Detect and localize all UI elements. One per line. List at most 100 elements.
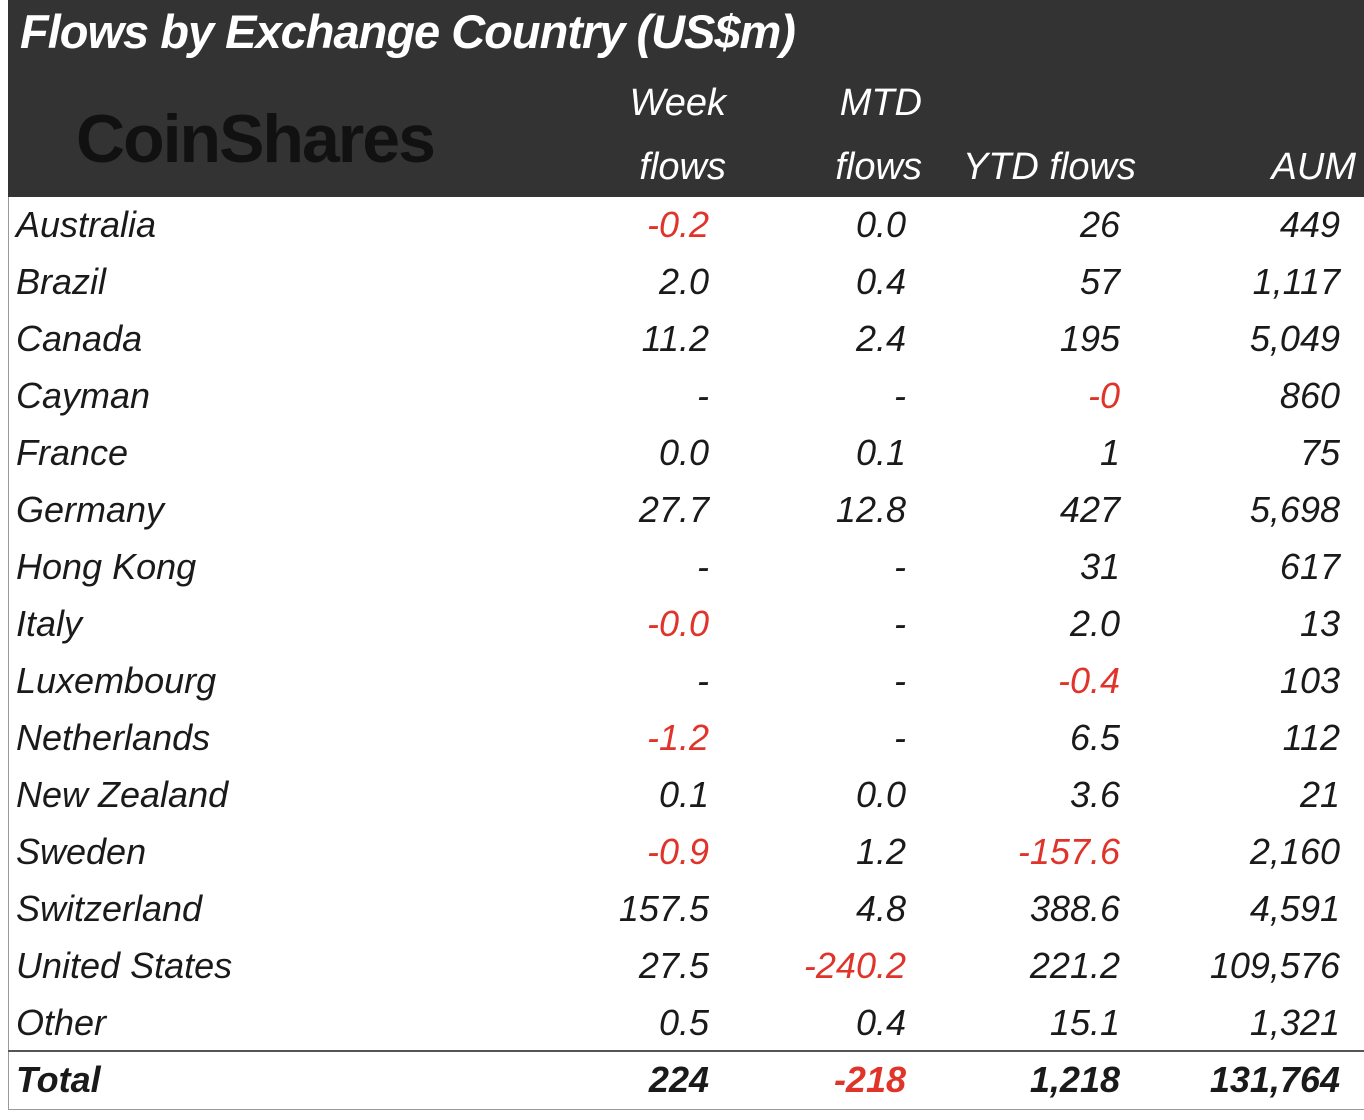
col-mtd-line2: flows: [835, 146, 922, 188]
aum-cell: 1,321: [1249, 1002, 1340, 1043]
ytd-flows-cell: 1,218: [1029, 1059, 1120, 1100]
col-aum: AUM: [1271, 146, 1356, 188]
week-flows-cell: -0.2: [646, 204, 709, 245]
aum-cell: 5,698: [1249, 489, 1340, 530]
table-row: Germany 27.7 12.8 427 5,698: [8, 483, 1364, 540]
ytd-flows-cell: 26: [1079, 204, 1120, 245]
mtd-flows-cell: 0.1: [855, 432, 906, 473]
table-row: Hong Kong - - 31 617: [8, 540, 1364, 597]
mtd-flows-cell: -: [894, 375, 906, 416]
mtd-flows-cell: -: [894, 546, 906, 587]
aum-cell: 103: [1279, 660, 1340, 701]
week-flows-cell: 0.0: [658, 432, 709, 473]
mtd-flows-cell: -240.2: [803, 945, 906, 986]
country-name: Switzerland: [16, 888, 203, 929]
table-row: Australia -0.2 0.0 26 449: [8, 198, 1364, 255]
aum-cell: 2,160: [1249, 831, 1340, 872]
table-row: Italy -0.0 - 2.0 13: [8, 597, 1364, 654]
country-name: Other: [16, 1002, 107, 1043]
coinshares-logo: CoinShares: [76, 101, 436, 177]
mtd-flows-cell: 4.8: [855, 888, 906, 929]
week-flows-cell: -0.0: [646, 603, 709, 644]
aum-cell: 449: [1279, 204, 1340, 245]
col-week-line2: flows: [639, 146, 726, 188]
mtd-flows-cell: 2.4: [855, 318, 906, 359]
mtd-flows-cell: 0.4: [855, 1002, 906, 1043]
country-name: Italy: [16, 603, 83, 644]
week-flows-cell: -1.2: [646, 717, 709, 758]
week-flows-cell: -: [697, 660, 709, 701]
table-row: Cayman - - -0 860: [8, 369, 1364, 426]
table-row: Brazil 2.0 0.4 57 1,117: [8, 255, 1364, 312]
mtd-flows-cell: -: [894, 603, 906, 644]
ytd-flows-cell: 427: [1059, 489, 1120, 530]
country-name: Hong Kong: [16, 546, 197, 587]
country-name: United States: [16, 945, 233, 986]
aum-cell: 75: [1299, 432, 1340, 473]
ytd-flows-cell: 3.6: [1069, 774, 1120, 815]
aum-cell: 13: [1299, 603, 1340, 644]
ytd-flows-cell: 6.5: [1069, 717, 1120, 758]
ytd-flows-cell: 221.2: [1029, 945, 1120, 986]
aum-cell: 112: [1282, 717, 1340, 758]
table-title: Flows by Exchange Country (US$m): [20, 5, 796, 58]
country-name: Brazil: [16, 261, 107, 302]
ytd-flows-cell: -0: [1087, 375, 1120, 416]
ytd-flows-cell: 195: [1059, 318, 1120, 359]
aum-cell: 1,117: [1252, 261, 1340, 302]
ytd-flows-cell: 57: [1079, 261, 1120, 302]
ytd-flows-cell: 2.0: [1069, 603, 1120, 644]
week-flows-cell: 0.1: [658, 774, 709, 815]
table-row: New Zealand 0.1 0.0 3.6 21: [8, 768, 1364, 825]
week-flows-cell: 11.2: [641, 318, 709, 359]
col-ytd: YTD flows: [962, 146, 1136, 188]
ytd-flows-cell: -157.6: [1017, 831, 1120, 872]
mtd-flows-cell: 0.4: [855, 261, 906, 302]
country-name: Canada: [16, 318, 143, 359]
table-row: Canada 11.2 2.4 195 5,049: [8, 312, 1364, 369]
table-row: Netherlands -1.2 - 6.5 112: [8, 711, 1364, 768]
ytd-flows-cell: 1: [1099, 432, 1120, 473]
week-flows-cell: -: [697, 375, 709, 416]
mtd-flows-cell: 0.0: [855, 774, 906, 815]
week-flows-cell: 2.0: [658, 261, 709, 302]
aum-cell: 131,764: [1209, 1059, 1340, 1100]
ytd-flows-cell: -0.4: [1057, 660, 1120, 701]
country-name: Luxembourg: [16, 660, 217, 701]
table-row: Switzerland 157.5 4.8 388.6 4,591: [8, 882, 1364, 939]
aum-cell: 5,049: [1249, 318, 1340, 359]
ytd-flows-cell: 388.6: [1029, 888, 1120, 929]
table-row: Sweden -0.9 1.2 -157.6 2,160: [8, 825, 1364, 882]
aum-cell: 617: [1279, 546, 1340, 587]
country-name: Netherlands: [16, 717, 211, 758]
aum-cell: 4,591: [1249, 888, 1340, 929]
table-header: Flows by Exchange Country (US$m) CoinSha…: [8, 0, 1364, 197]
country-name: Australia: [16, 204, 157, 245]
mtd-flows-cell: 12.8: [835, 489, 906, 530]
mtd-flows-cell: 0.0: [855, 204, 906, 245]
country-name: Germany: [16, 489, 165, 530]
country-name: Cayman: [16, 375, 151, 416]
mtd-flows-cell: -218: [833, 1059, 906, 1100]
week-flows-cell: 27.7: [638, 489, 709, 530]
mtd-flows-cell: 1.2: [855, 831, 906, 872]
country-name: Sweden: [16, 831, 147, 872]
week-flows-cell: 224: [648, 1059, 709, 1100]
week-flows-cell: -0.9: [646, 831, 709, 872]
country-name: Total: [16, 1059, 101, 1100]
mtd-flows-cell: -: [894, 717, 906, 758]
table-frame: [8, 0, 1364, 1110]
col-mtd-line1: MTD: [839, 82, 922, 124]
mtd-flows-cell: -: [894, 660, 906, 701]
aum-cell: 21: [1299, 774, 1340, 815]
week-flows-cell: 27.5: [638, 945, 709, 986]
week-flows-cell: 0.5: [658, 1002, 709, 1043]
col-week-line1: Week: [629, 82, 726, 124]
table-row: United States 27.5 -240.2 221.2 109,576: [8, 939, 1364, 996]
aum-cell: 109,576: [1209, 945, 1340, 986]
total-row: Total 224 -218 1,218 131,764: [8, 1053, 1364, 1110]
country-name: France: [16, 432, 129, 473]
week-flows-cell: 157.5: [618, 888, 709, 929]
country-name: New Zealand: [16, 774, 229, 815]
ytd-flows-cell: 31: [1079, 546, 1120, 587]
